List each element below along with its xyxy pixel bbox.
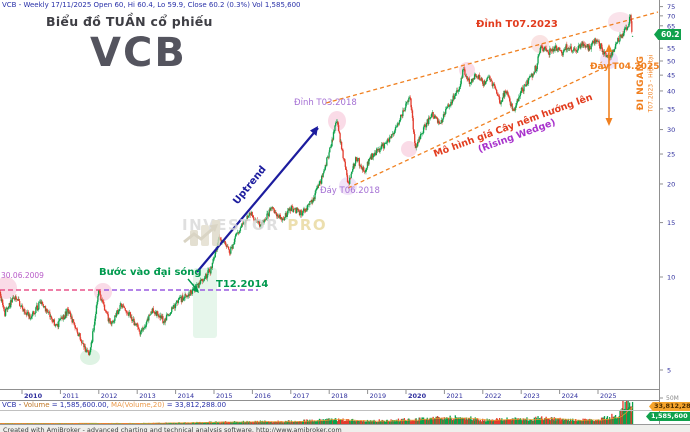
svg-text:10: 10 bbox=[667, 273, 675, 281]
annotation-trough-2025: Đáy T04.2025 bbox=[590, 62, 660, 72]
current-volume-badge: 1,585,600 bbox=[646, 412, 690, 421]
svg-text:2011: 2011 bbox=[62, 392, 79, 400]
svg-text:2020: 2020 bbox=[408, 392, 427, 400]
volume-label-field: Volume bbox=[23, 401, 50, 409]
svg-text:75: 75 bbox=[667, 3, 675, 11]
annotation-peak-2018: Đỉnh T03.2018 bbox=[294, 98, 357, 108]
ticker-symbol: VCB bbox=[90, 30, 187, 76]
annotation-entry-wave: Bước vào đại sóng bbox=[99, 267, 202, 278]
last-price-badge: 60.2 bbox=[654, 29, 681, 40]
svg-text:40: 40 bbox=[667, 87, 675, 95]
annotation-trough-2018: Đáy T06.2018 bbox=[320, 186, 380, 196]
svg-text:70: 70 bbox=[667, 12, 675, 20]
svg-text:65: 65 bbox=[667, 22, 675, 30]
annotation-sideways-period: T07.2023 - Hiện tại bbox=[647, 54, 655, 113]
annotation-t12-2014: T12.2014 bbox=[216, 279, 269, 290]
svg-text:2012: 2012 bbox=[101, 392, 118, 400]
svg-text:5: 5 bbox=[667, 367, 671, 375]
svg-text:2017: 2017 bbox=[293, 392, 310, 400]
watermark-logo-icon bbox=[183, 220, 220, 246]
svg-text:2015: 2015 bbox=[216, 392, 233, 400]
chart-title-bar: VCB - Weekly 17/11/2025 Open 60, Hi 60.4… bbox=[2, 1, 301, 9]
svg-text:20: 20 bbox=[667, 180, 675, 188]
watermark-pro-text: PRO bbox=[287, 216, 328, 234]
chart-subtitle: Biểu đồ TUẦN cổ phiếu bbox=[46, 14, 213, 29]
annotation-sideways: ĐI NGANG bbox=[636, 55, 646, 111]
svg-text:2010: 2010 bbox=[24, 392, 43, 400]
watermark: INVESTOR PRO bbox=[182, 216, 328, 246]
volume-ma-badge: 33,812,288 bbox=[649, 402, 690, 411]
svg-text:2024: 2024 bbox=[562, 392, 579, 400]
svg-text:2022: 2022 bbox=[485, 392, 502, 400]
svg-text:35: 35 bbox=[667, 105, 675, 113]
svg-text:45: 45 bbox=[667, 72, 675, 80]
svg-text:2016: 2016 bbox=[254, 392, 271, 400]
svg-text:15: 15 bbox=[667, 219, 675, 227]
svg-text:30: 30 bbox=[667, 126, 675, 134]
svg-text:2013: 2013 bbox=[139, 392, 156, 400]
svg-text:2023: 2023 bbox=[523, 392, 540, 400]
svg-text:2021: 2021 bbox=[446, 392, 463, 400]
volume-label-value: = 1,585,600.00, bbox=[49, 401, 112, 409]
volume-label-symbol: VCB - bbox=[2, 401, 24, 409]
svg-text:2019: 2019 bbox=[370, 392, 387, 400]
svg-text:55: 55 bbox=[667, 45, 675, 53]
svg-text:2018: 2018 bbox=[331, 392, 348, 400]
amibroker-credit-bar: Created with AmiBroker - advanced charti… bbox=[0, 424, 690, 432]
volume-pane-label: VCB - Volume = 1,585,600.00, MA(Volume,2… bbox=[2, 401, 226, 409]
annotation-date-2009: 30.06.2009 bbox=[1, 271, 44, 280]
svg-text:2014: 2014 bbox=[178, 392, 195, 400]
volume-axis-tick: 50M bbox=[666, 395, 679, 402]
svg-text:50: 50 bbox=[667, 58, 675, 66]
annotation-peak-2023: Đỉnh T07.2023 bbox=[476, 19, 558, 30]
svg-text:25: 25 bbox=[667, 151, 675, 159]
volume-ma-value: = 33,812,288.00 bbox=[164, 401, 227, 409]
svg-text:2025: 2025 bbox=[600, 392, 617, 400]
volume-ma-field: MA(Volume,20) bbox=[111, 401, 165, 409]
credit-text: Created with AmiBroker - advanced charti… bbox=[3, 426, 342, 432]
